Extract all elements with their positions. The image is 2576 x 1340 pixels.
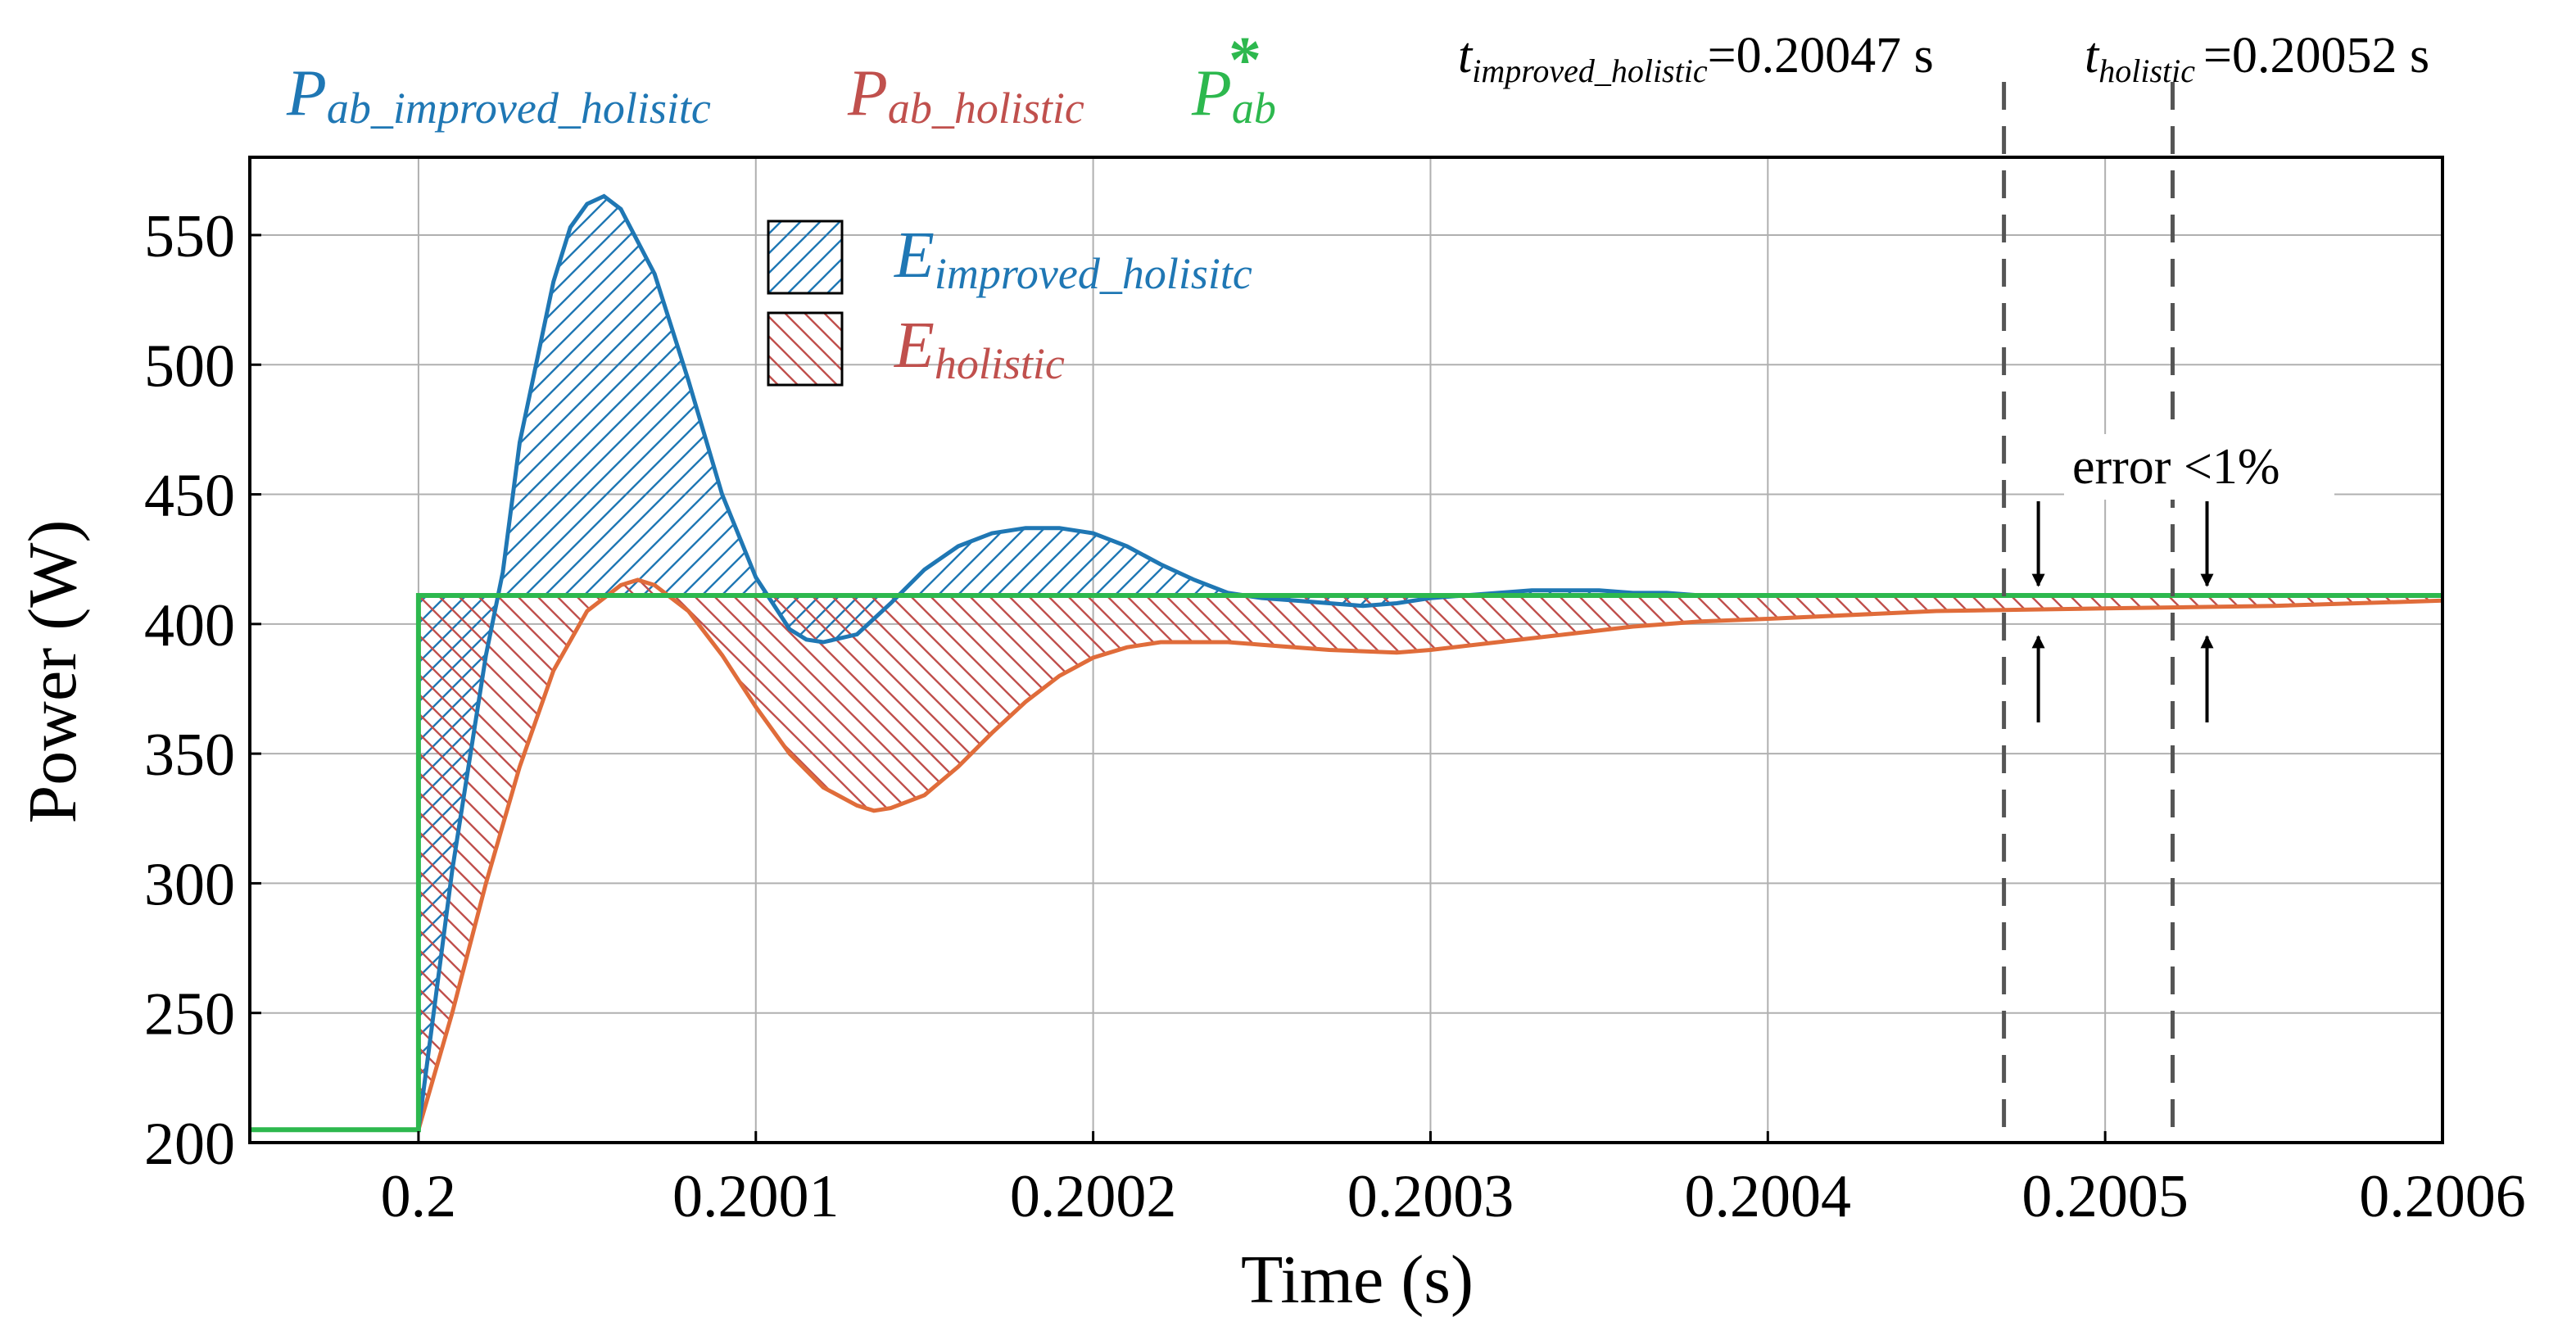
x-tick-label: 0.2006 — [2359, 1163, 2526, 1230]
plot-frame — [248, 156, 2444, 1144]
x-tick-label: 0.2002 — [1010, 1163, 1177, 1230]
legend-swatch-holistic — [767, 311, 844, 387]
legend-e-improved-holisitc: Eimproved_holisitc — [894, 220, 1252, 298]
y-tick-label: 450 — [144, 463, 235, 530]
y-tick-label: 250 — [144, 981, 235, 1048]
y-tick-label: 500 — [144, 333, 235, 400]
x-axis-ticks: 0.2 0.2001 0.2002 0.2003 0.2004 0.2005 0.2006 — [381, 1131, 2526, 1230]
legend-e-holistic: Eholistic — [894, 310, 1065, 388]
series-line-p-ab-improved-holisitc — [250, 193, 2442, 1132]
y-tick-label: 350 — [144, 722, 235, 789]
settling-time-improved-label: timproved_holistic=0.20047 s — [1458, 28, 1934, 89]
x-tick-label: 0.2005 — [2021, 1163, 2189, 1230]
series-line-p-ab-holistic — [250, 577, 2442, 1132]
y-tick-label: 550 — [144, 203, 235, 270]
error-annotation: error <1% — [2072, 439, 2280, 495]
settling-time-lines — [2002, 82, 2175, 1143]
x-tick-label: 0.2 — [381, 1163, 457, 1230]
error-label-background — [2064, 434, 2334, 500]
x-tick-label: 0.2001 — [672, 1163, 840, 1230]
x-tick-label: 0.2004 — [1685, 1163, 1852, 1230]
y-tick-label: 300 — [144, 851, 235, 918]
legend-p-ab-reference: Pab — [1191, 57, 1276, 133]
x-tick-label: 0.2003 — [1347, 1163, 1514, 1230]
legend-p-ab-holistic: Pab_holistic — [847, 57, 1084, 133]
legend-swatch-improved — [767, 220, 844, 295]
y-axis-ticks: 200 250 300 350 400 450 500 550 — [144, 203, 261, 1178]
error-arrows — [2031, 501, 2214, 723]
y-tick-label: 200 — [144, 1111, 235, 1178]
y-tick-label: 400 — [144, 592, 235, 659]
settling-time-holistic-label: tholistic =0.20052 s — [2085, 28, 2429, 89]
energy-area-holistic — [418, 580, 2442, 1130]
energy-area-improved-holisitc — [418, 196, 2442, 1130]
series-line-p-ab-reference — [250, 593, 2442, 1133]
legend-p-ab-improved-holisitc: Pab_improved_holisitc — [286, 57, 711, 133]
y-axis-title: Power (W) — [15, 520, 91, 824]
x-axis-title: Time (s) — [1241, 1242, 1474, 1318]
legend-p-ab-reference-superscript: * — [1229, 25, 1261, 97]
